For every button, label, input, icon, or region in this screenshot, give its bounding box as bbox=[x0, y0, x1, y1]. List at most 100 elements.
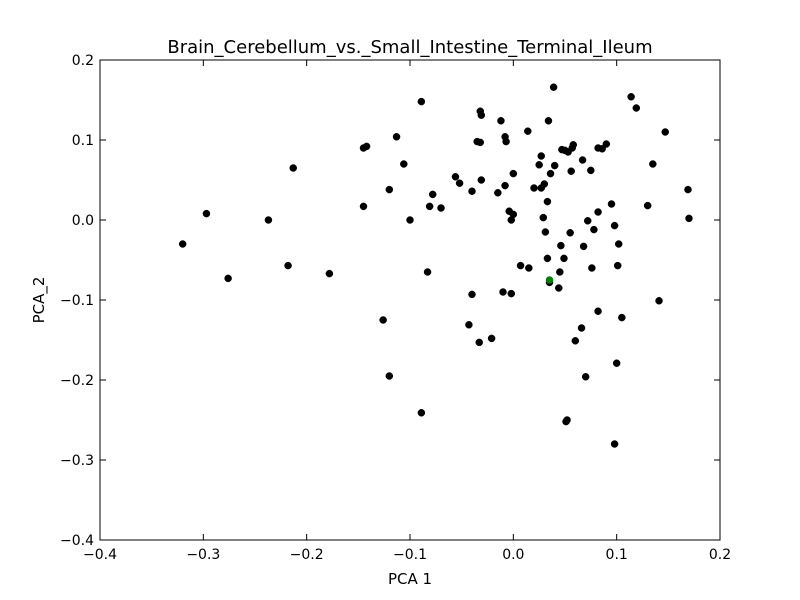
data-point bbox=[289, 164, 297, 172]
data-point bbox=[594, 307, 602, 315]
data-point bbox=[284, 261, 292, 270]
data-point bbox=[583, 217, 592, 225]
data-point bbox=[400, 160, 408, 168]
data-point bbox=[428, 190, 437, 199]
data-point bbox=[655, 297, 663, 305]
data-point bbox=[610, 221, 619, 230]
data-point bbox=[509, 210, 518, 219]
data-point bbox=[477, 111, 486, 119]
data-point bbox=[546, 169, 555, 178]
data-point bbox=[379, 316, 387, 324]
data-point bbox=[417, 97, 426, 106]
data-point bbox=[567, 167, 575, 175]
y-tick-label: −0.2 bbox=[60, 373, 94, 389]
data-point bbox=[359, 202, 368, 211]
data-point bbox=[501, 181, 509, 190]
plot-area bbox=[100, 60, 720, 540]
data-point bbox=[594, 208, 602, 216]
data-point bbox=[468, 290, 476, 299]
data-point bbox=[632, 104, 641, 112]
x-tick-label: −0.4 bbox=[83, 547, 117, 563]
data-point bbox=[602, 140, 611, 148]
data-point bbox=[497, 117, 505, 125]
highlighted-data-point bbox=[545, 276, 554, 284]
data-point bbox=[587, 166, 595, 175]
data-point bbox=[555, 284, 563, 292]
data-point bbox=[643, 201, 652, 210]
data-point bbox=[499, 288, 507, 296]
data-point bbox=[614, 240, 623, 248]
data-point bbox=[598, 145, 606, 153]
data-point bbox=[541, 228, 550, 236]
data-point bbox=[612, 359, 621, 367]
data-point bbox=[613, 261, 622, 270]
data-point bbox=[579, 242, 588, 251]
data-point bbox=[649, 160, 657, 168]
data-point bbox=[385, 372, 394, 380]
y-tick-label: −0.4 bbox=[60, 533, 94, 549]
x-tick-label: −0.2 bbox=[290, 547, 324, 563]
x-tick-label: −0.3 bbox=[186, 547, 220, 563]
data-point bbox=[178, 240, 187, 248]
data-point bbox=[451, 173, 460, 181]
data-point bbox=[509, 169, 518, 178]
data-point bbox=[417, 409, 426, 417]
data-point bbox=[543, 197, 552, 206]
data-point bbox=[494, 189, 502, 197]
y-tick-label: −0.3 bbox=[60, 453, 94, 469]
data-point bbox=[475, 338, 483, 347]
data-point bbox=[557, 241, 565, 250]
data-point bbox=[544, 117, 553, 125]
data-point bbox=[468, 187, 476, 195]
x-axis-label: PCA 1 bbox=[388, 570, 432, 588]
chart-title: Brain_Cerebellum_vs._Small_Intestine_Ter… bbox=[167, 37, 652, 58]
data-point bbox=[325, 269, 334, 278]
plot-frame bbox=[99, 59, 721, 541]
data-point bbox=[476, 138, 485, 147]
data-point bbox=[607, 200, 616, 208]
data-point bbox=[571, 337, 580, 345]
data-point bbox=[560, 254, 568, 263]
data-point bbox=[540, 180, 549, 188]
data-point bbox=[202, 209, 211, 218]
data-point bbox=[392, 133, 401, 141]
data-point bbox=[556, 268, 564, 276]
data-point bbox=[465, 321, 473, 329]
data-point bbox=[224, 274, 232, 283]
data-point bbox=[525, 264, 533, 272]
y-tick-label: 0.2 bbox=[72, 53, 94, 69]
data-point bbox=[264, 216, 273, 224]
data-point bbox=[581, 373, 590, 381]
data-point bbox=[550, 161, 559, 170]
data-point bbox=[578, 156, 587, 164]
data-point bbox=[437, 204, 445, 212]
data-point bbox=[562, 417, 570, 426]
data-point bbox=[590, 225, 598, 234]
data-point bbox=[684, 185, 692, 194]
y-axis-label: PCA_2 bbox=[30, 277, 49, 324]
data-point bbox=[627, 93, 635, 101]
x-tick-label: −0.1 bbox=[393, 547, 427, 563]
data-point bbox=[530, 184, 538, 192]
data-point bbox=[487, 334, 496, 343]
data-point bbox=[524, 127, 532, 135]
y-tick-label: 0.1 bbox=[72, 133, 94, 149]
data-point bbox=[516, 261, 525, 270]
data-point bbox=[610, 440, 619, 448]
data-point bbox=[535, 161, 543, 169]
data-point bbox=[569, 141, 578, 149]
data-point bbox=[507, 289, 516, 298]
data-point bbox=[661, 128, 669, 136]
x-tick-label: 0.2 bbox=[709, 547, 731, 563]
data-point bbox=[477, 176, 486, 184]
data-point bbox=[549, 83, 558, 91]
data-point bbox=[543, 254, 552, 263]
x-tick-label: 0.0 bbox=[502, 547, 524, 563]
data-point bbox=[385, 185, 394, 194]
data-point bbox=[566, 229, 574, 237]
x-tick-label: 0.1 bbox=[606, 547, 628, 563]
y-tick-label: 0.0 bbox=[72, 213, 94, 229]
data-point bbox=[362, 142, 371, 151]
axis-ticks: −0.4 −0.3 −0.2 −0.1 0.0 0.1 0.2 −0.4 −0.3 −0.2 −0.… bbox=[60, 53, 731, 563]
